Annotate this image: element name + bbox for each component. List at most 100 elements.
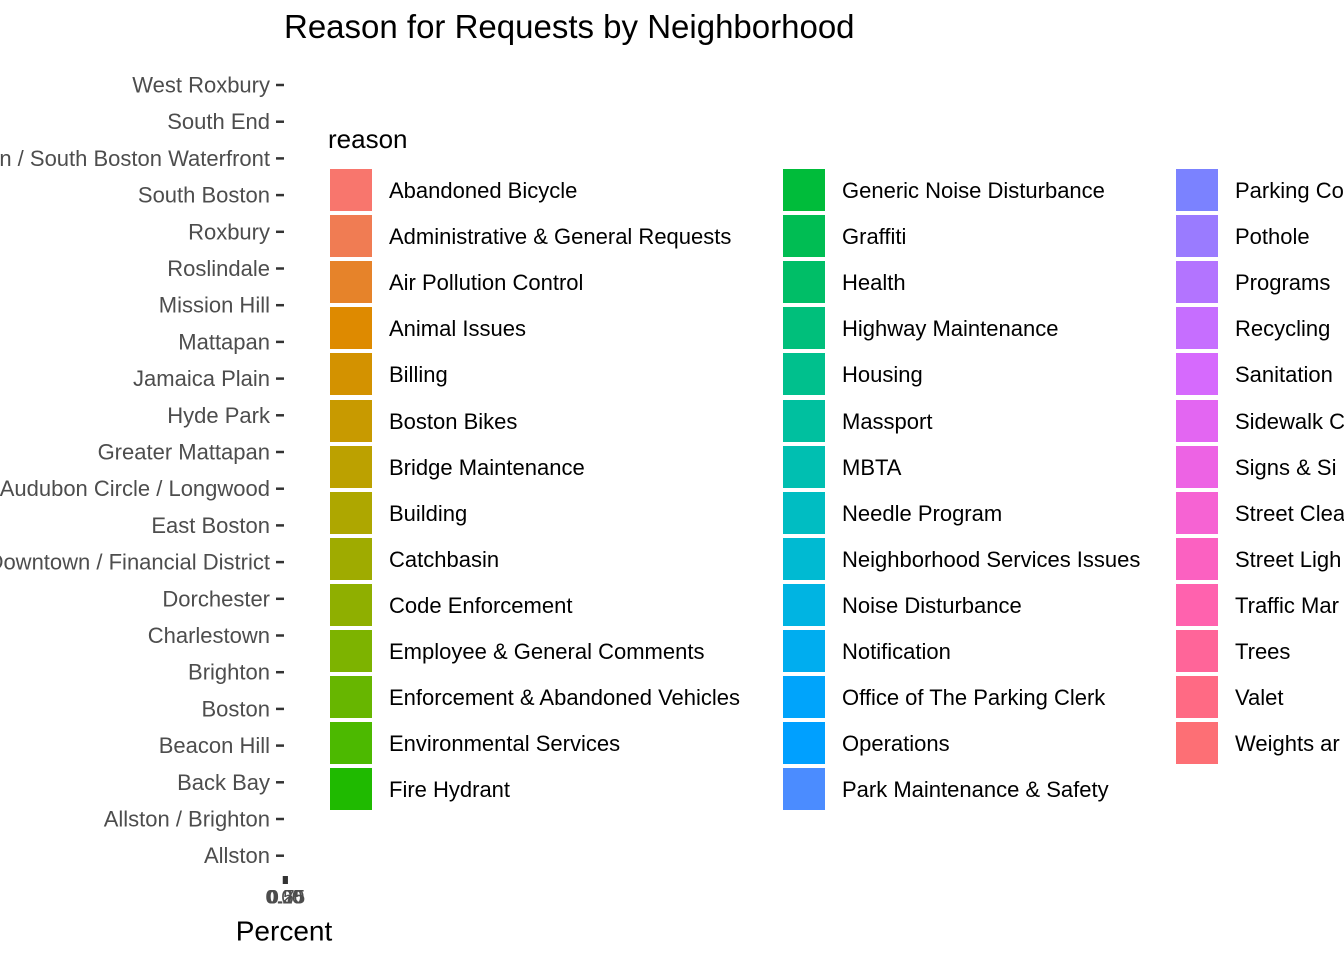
legend-label: Highway Maintenance (842, 316, 1059, 342)
legend-label: Building (389, 500, 468, 526)
legend-title: reason (328, 124, 408, 154)
legend-item: Catchbasin (329, 536, 1344, 583)
y-axis-tick-label: Boston (202, 696, 271, 721)
legend-swatch (1175, 721, 1219, 766)
y-axis-tick-label: Allston (204, 843, 270, 868)
legend-swatch (782, 721, 826, 766)
legend-label: Operations (842, 731, 950, 757)
legend-swatch (1175, 444, 1219, 489)
legend-label: Street Clea (1235, 500, 1344, 526)
legend-label: Boston Bikes (389, 408, 518, 434)
legend-swatch (329, 398, 373, 443)
x-axis-tick-label: 0.50 (267, 888, 304, 909)
legend-item: Parking Co (1175, 168, 1344, 214)
legend-swatch (782, 675, 826, 720)
legend-swatch (329, 260, 373, 305)
legend-swatch (329, 352, 373, 397)
legend-label: Signs & Si (1235, 454, 1337, 480)
legend-label: Office of The Parking Clerk (842, 685, 1106, 711)
y-axis-tick-label: Downtown / Financial District (0, 550, 270, 575)
legend-item: Employee & General Comments (329, 629, 1344, 675)
legend-item: Valet (1175, 675, 1344, 721)
legend-label: Needle Program (842, 500, 1003, 526)
legend-swatch (782, 629, 826, 673)
legend-label: Sanitation (1235, 362, 1333, 388)
y-axis-tick-label: Back Bay (177, 770, 270, 795)
legend-swatch (782, 536, 826, 581)
y-axis-tick-label: Mattapan (178, 329, 270, 354)
legend-swatch (1175, 260, 1219, 305)
legend-label: Administrative & General Requests (389, 224, 732, 250)
legend-swatch (782, 306, 826, 351)
legend-item: Billing (329, 352, 1344, 398)
legend-swatch (1175, 306, 1219, 351)
y-axis-tick-label: Allston / Brighton (104, 807, 270, 832)
legend-item: Bridge Maintenance (329, 444, 1344, 491)
legend-swatch (782, 260, 826, 305)
legend-item: Signs & Si (1175, 444, 1344, 491)
legend-swatch (329, 629, 373, 673)
y-axis-tick-label: West Roxbury (132, 73, 270, 98)
legend-item: Housing (782, 352, 1344, 398)
y-axis-tick-label: Hyde Park (167, 403, 271, 428)
legend-swatch (1175, 398, 1219, 443)
legend-item: Pothole (1175, 214, 1344, 260)
legend-swatch (1175, 490, 1219, 535)
legend-item: Traffic Mar (1175, 582, 1344, 629)
legend-label: Catchbasin (389, 546, 500, 572)
legend-label: Generic Noise Disturbance (842, 178, 1105, 203)
legend-item: Highway Maintenance (782, 306, 1344, 352)
legend-item: Fire Hydrant (329, 767, 1344, 813)
legend-item: Generic Noise Disturbance (782, 168, 1344, 214)
legend-item: Recycling (1175, 306, 1344, 352)
x-axis-tick-label: 0.25 (266, 888, 303, 909)
legend-swatch (782, 582, 826, 627)
legend-label: Traffic Mar (1235, 592, 1339, 618)
legend-swatch (329, 214, 373, 259)
legend-swatch (782, 398, 826, 443)
legend-item: Needle Program (782, 490, 1344, 537)
legend-swatch (1175, 675, 1219, 720)
legend-item: Neighborhood Services Issues (782, 536, 1344, 583)
legend-item: Trees (1175, 629, 1344, 675)
legend-label: Massport (842, 408, 933, 434)
y-axis-tick-label: East Boston (151, 513, 270, 538)
y-axis-tick-label: South End (167, 109, 270, 134)
y-axis-tick-label: Mission Hill (159, 293, 270, 318)
legend-item: Programs (1175, 260, 1344, 306)
legend-item: Operations (782, 721, 1344, 767)
legend-label: Fire Hydrant (389, 777, 511, 803)
legend-item: Animal Issues (329, 306, 1344, 352)
legend-label: Parking Co (1235, 178, 1344, 203)
legend-item: Building (329, 490, 1344, 537)
legend-item: Administrative & General Requests (329, 214, 1344, 260)
legend-label: Noise Disturbance (842, 592, 1022, 618)
legend-item: Enforcement & Abandoned Vehicles (329, 675, 1344, 721)
legend-swatch (782, 168, 826, 212)
legend-swatch (1175, 582, 1219, 627)
legend-item: Massport (782, 398, 1344, 445)
legend-label: Air Pollution Control (389, 270, 584, 296)
y-axis-tick-label: Beacon Hill (159, 733, 270, 758)
legend-swatch (782, 444, 826, 489)
y-axis-tick-label: South Boston / South Boston Waterfront (0, 146, 270, 171)
legend-swatch (329, 168, 373, 212)
legend-swatch (329, 306, 373, 351)
y-axis-tick-label: Greater Mattapan (98, 440, 270, 465)
y-axis-tick-label: Jamaica Plain (133, 366, 270, 391)
legend-swatch (1175, 629, 1219, 673)
legend-label: Trees (1235, 639, 1291, 664)
legend-item: Abandoned Bicycle (329, 168, 1344, 214)
legend-label: Graffiti (842, 224, 907, 250)
legend-label: Housing (842, 362, 923, 388)
legend-item: Park Maintenance & Safety (782, 767, 1344, 813)
legend-label: Neighborhood Services Issues (842, 546, 1141, 572)
legend-label: Environmental Services (389, 731, 621, 757)
legend-item: Health (782, 260, 1344, 306)
legend-item: MBTA (782, 444, 1344, 491)
legend-swatch (782, 767, 826, 812)
legend-swatch (329, 582, 373, 627)
y-axis-tick-label: South Boston (138, 183, 270, 208)
legend-label: Recycling (1235, 316, 1331, 342)
